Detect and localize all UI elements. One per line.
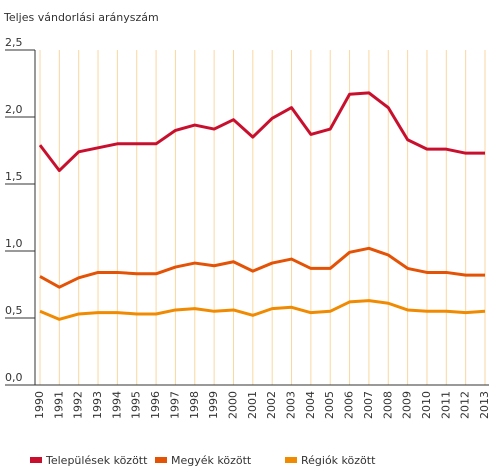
x-tick-label: 2010 <box>420 391 433 419</box>
x-tick-label: 1996 <box>149 391 162 419</box>
x-tick-label: 1991 <box>52 391 65 419</box>
series-line <box>38 91 485 173</box>
legend-label: Régiók között <box>301 454 376 467</box>
x-tick-label: 2011 <box>439 391 452 419</box>
y-tick-label: 1,5 <box>5 170 23 183</box>
legend-label: Települések között <box>45 454 148 467</box>
x-tick-label: 2004 <box>304 391 317 419</box>
x-tick-label: 2007 <box>362 391 375 419</box>
x-tick-label: 2013 <box>478 391 491 419</box>
y-tick-label: 2,0 <box>5 103 23 116</box>
x-tick-label: 1993 <box>91 391 104 419</box>
x-tick-label: 1995 <box>130 391 143 419</box>
legend-label: Megyék között <box>171 454 252 467</box>
x-tick-label: 1998 <box>188 391 201 419</box>
x-tick-label: 2005 <box>323 391 336 419</box>
legend-swatch <box>155 457 167 463</box>
series-line <box>39 246 485 289</box>
x-tick-label: 1999 <box>207 391 220 419</box>
x-tick-label: 2006 <box>343 391 356 419</box>
x-tick-label: 2009 <box>401 391 414 419</box>
x-tick-label: 2000 <box>226 391 239 419</box>
x-tick-label: 1990 <box>33 391 46 419</box>
x-tick-label: 2008 <box>381 391 394 419</box>
legend-swatch <box>285 457 297 463</box>
x-tick-label: 2012 <box>459 391 472 419</box>
y-tick-label: 0,0 <box>5 371 23 384</box>
x-tick-label: 2003 <box>285 391 298 419</box>
series-line <box>39 299 486 321</box>
y-tick-label: 2,5 <box>5 36 23 49</box>
y-tick-label: 1,0 <box>5 237 23 250</box>
legend-swatch <box>30 457 42 463</box>
chart-title: Teljes vándorlási arányszám <box>3 11 159 24</box>
x-tick-label: 2002 <box>265 391 278 419</box>
x-tick-label: 1994 <box>110 391 123 419</box>
x-tick-label: 1997 <box>168 391 181 419</box>
x-tick-label: 1992 <box>72 391 85 419</box>
x-tick-label: 2001 <box>246 391 259 419</box>
y-tick-label: 0,5 <box>5 304 23 317</box>
